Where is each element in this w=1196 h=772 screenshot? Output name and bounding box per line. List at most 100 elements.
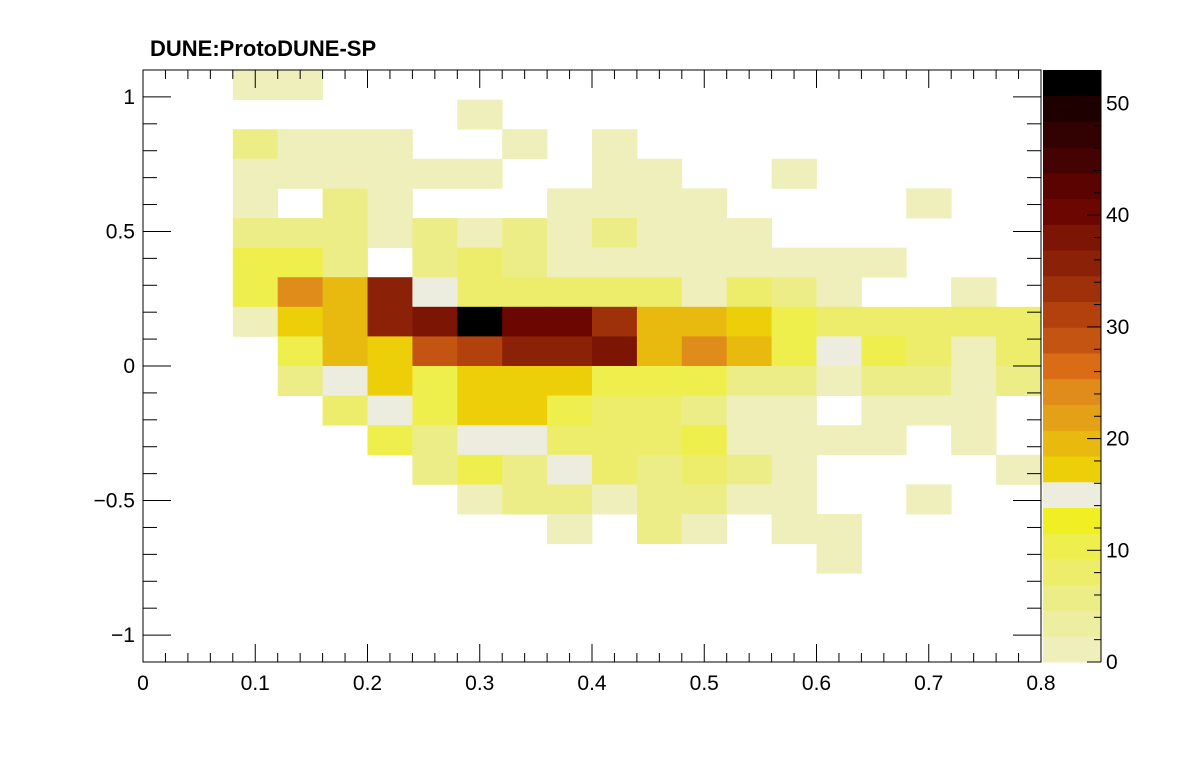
heatmap-cell bbox=[726, 395, 772, 426]
heatmap-cell bbox=[726, 218, 772, 248]
x-tick-label: 0.6 bbox=[802, 672, 831, 695]
heatmap-cell bbox=[861, 366, 907, 396]
heatmap-cell bbox=[367, 277, 413, 308]
heatmap-cell bbox=[816, 425, 862, 456]
heatmap-cell bbox=[502, 277, 548, 308]
heatmap-cell bbox=[636, 425, 683, 456]
heatmap-cell bbox=[502, 425, 548, 456]
colorbar-swatch bbox=[1043, 172, 1101, 200]
heatmap-cell bbox=[547, 247, 593, 278]
heatmap-cell bbox=[592, 484, 638, 515]
heatmap-cell bbox=[502, 247, 548, 278]
heatmap-cell bbox=[592, 277, 638, 308]
heatmap-cell bbox=[367, 129, 413, 160]
colorbar-swatch bbox=[1043, 636, 1101, 663]
heatmap-cell bbox=[771, 247, 817, 278]
heatmap-cell bbox=[951, 277, 997, 308]
heatmap-cell bbox=[771, 306, 817, 337]
colorbar-swatch bbox=[1043, 327, 1101, 354]
heatmap-cell bbox=[232, 306, 279, 337]
heatmap-cell bbox=[681, 306, 728, 337]
colorbar-swatch bbox=[1043, 456, 1101, 483]
colorbar-swatch bbox=[1043, 275, 1101, 303]
heatmap-cell bbox=[816, 277, 862, 308]
heatmap-cell bbox=[951, 306, 997, 337]
heatmap-cell bbox=[681, 277, 728, 308]
heatmap-cell bbox=[547, 218, 593, 248]
heatmap-cell bbox=[771, 454, 817, 485]
heatmap-cell bbox=[412, 395, 458, 426]
heatmap-cell bbox=[906, 188, 952, 219]
heatmap-cell bbox=[322, 129, 368, 160]
heatmap-cell bbox=[457, 158, 503, 189]
heatmap-cell bbox=[592, 218, 638, 248]
heatmap-cell bbox=[547, 395, 593, 426]
x-tick-label: 0.7 bbox=[914, 672, 943, 695]
heatmap-cell bbox=[457, 336, 503, 367]
heatmap-cells bbox=[232, 70, 1042, 574]
heatmap-cell bbox=[412, 158, 458, 189]
heatmap-cell bbox=[636, 454, 683, 485]
heatmap-cell bbox=[816, 306, 862, 337]
heatmap-cell bbox=[592, 454, 638, 485]
heatmap-cell bbox=[412, 425, 458, 456]
colorbar-swatch bbox=[1043, 507, 1101, 534]
x-tick-label: 0.1 bbox=[241, 672, 270, 695]
colorbar-swatch bbox=[1043, 70, 1101, 97]
heatmap-cell bbox=[726, 366, 772, 396]
heatmap-cell bbox=[232, 277, 279, 308]
heatmap-cell bbox=[277, 306, 323, 337]
heatmap-cell bbox=[816, 366, 862, 396]
heatmap-cell bbox=[636, 514, 683, 544]
heatmap-cell bbox=[681, 514, 728, 544]
heatmap-cell bbox=[322, 306, 368, 337]
x-tick-label: 0.3 bbox=[465, 672, 494, 695]
heatmap-cell bbox=[457, 366, 503, 396]
heatmap-cell bbox=[996, 454, 1042, 485]
colorbar-swatch bbox=[1043, 301, 1101, 328]
heatmap-cell bbox=[592, 336, 638, 367]
heatmap-cell bbox=[861, 306, 907, 337]
heatmap-cell bbox=[322, 218, 368, 248]
heatmap-cell bbox=[771, 336, 817, 367]
heatmap-cell bbox=[636, 158, 683, 189]
heatmap-cell bbox=[592, 188, 638, 219]
heatmap-cell bbox=[681, 336, 728, 367]
heatmap-cell bbox=[592, 306, 638, 337]
heatmap-cell bbox=[457, 277, 503, 308]
heatmap-cell bbox=[726, 454, 772, 485]
heatmap-cell bbox=[726, 336, 772, 367]
heatmap-cell bbox=[502, 454, 548, 485]
heatmap-cell bbox=[412, 277, 458, 308]
colorbar-swatch bbox=[1043, 559, 1101, 586]
heatmap-cell bbox=[457, 425, 503, 456]
y-axis: 1 0.5 0 −0.5 −1 bbox=[94, 69, 1041, 663]
heatmap-cell bbox=[816, 247, 862, 278]
heatmap-cell bbox=[951, 395, 997, 426]
heatmap-cell bbox=[502, 484, 548, 515]
heatmap-cell bbox=[906, 336, 952, 367]
heatmap-cell bbox=[277, 336, 323, 367]
colorbar-swatch bbox=[1043, 610, 1101, 637]
heatmap-cell bbox=[771, 395, 817, 426]
heatmap-cell bbox=[816, 336, 862, 367]
heatmap-cell bbox=[592, 366, 638, 396]
heatmap-cell bbox=[726, 425, 772, 456]
heatmap-cell bbox=[412, 366, 458, 396]
heatmap-cell bbox=[547, 336, 593, 367]
heatmap-cell bbox=[277, 247, 323, 278]
colorbar-swatch bbox=[1043, 378, 1101, 406]
y-tick-label: 0.5 bbox=[106, 220, 135, 243]
heatmap-cell bbox=[322, 158, 368, 189]
heatmap-cell bbox=[457, 454, 503, 485]
heatmap-cell bbox=[951, 425, 997, 456]
heatmap-cell bbox=[592, 395, 638, 426]
heatmap-cell bbox=[457, 484, 503, 515]
heatmap-cell bbox=[547, 514, 593, 544]
heatmap-cell bbox=[816, 543, 862, 574]
heatmap-cell bbox=[322, 247, 368, 278]
heatmap-cell bbox=[636, 484, 683, 515]
heatmap-cell bbox=[502, 395, 548, 426]
heatmap-cell bbox=[771, 514, 817, 544]
